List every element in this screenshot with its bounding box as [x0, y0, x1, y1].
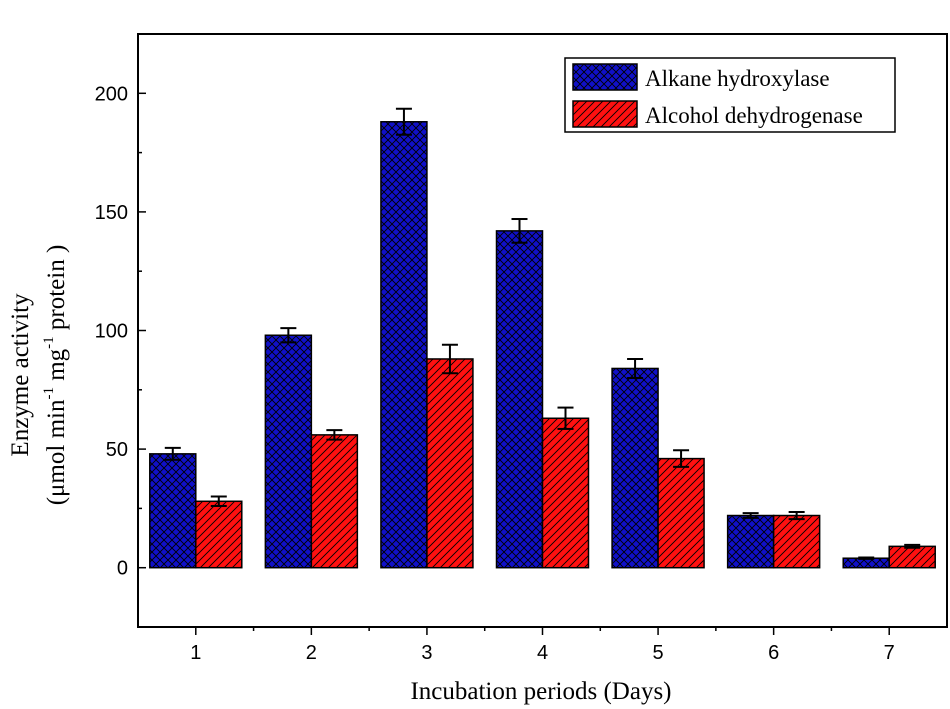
- y-tick-label: 150: [95, 202, 128, 224]
- bar-alkane-day-6: [726, 514, 775, 569]
- bar-alcohol-day-3: [426, 358, 474, 569]
- y-tick-label: 0: [117, 558, 128, 580]
- bar-alkane-day-3: [380, 121, 428, 569]
- x-tick-label-day-2: 2: [306, 642, 317, 664]
- plot-area: 0 50 100 150 200 1 2 3 4 5 6 7: [95, 33, 948, 664]
- legend-swatch-alcohol: [572, 100, 638, 128]
- y-axis-title-line1: Enzyme activity: [7, 293, 34, 457]
- legend-label-alcohol: Alcohol dehydrogenase: [645, 103, 863, 128]
- x-tick-label-day-7: 7: [884, 642, 895, 664]
- bar-alkane-day-5: [611, 367, 659, 569]
- bar-alcohol-day-7: [888, 545, 936, 569]
- x-axis-title: Incubation periods (Days): [410, 678, 671, 705]
- bar-alkane-day-1: [149, 453, 197, 569]
- legend: Alkane hydroxylase Alcohol dehydrogenase: [564, 57, 896, 133]
- y-unit-sup2: -1: [41, 336, 57, 349]
- bar-alcohol-day-4: [541, 417, 590, 569]
- x-tick-label-day-6: 6: [768, 642, 779, 664]
- bar-alcohol-day-5: [657, 457, 705, 569]
- y-axis-title-line2: (μmol min-1 mg-1 protein ): [41, 245, 70, 506]
- bar-alcohol-day-2: [310, 434, 359, 569]
- bar-alkane-day-2: [264, 334, 313, 569]
- y-unit-part1: (μmol min: [43, 399, 70, 505]
- y-tick-label: 100: [95, 321, 128, 343]
- y-unit-part3: protein ): [43, 245, 70, 337]
- legend-label-alkane: Alkane hydroxylase: [645, 66, 830, 91]
- y-tick-label: 50: [106, 439, 128, 461]
- y-unit-sup1: -1: [41, 387, 57, 400]
- x-tick-label-day-3: 3: [421, 642, 432, 664]
- x-tick-label-day-4: 4: [537, 642, 548, 664]
- bar-alkane-day-4: [495, 230, 544, 569]
- x-tick-label-day-5: 5: [653, 642, 664, 664]
- bar-alcohol-day-1: [195, 500, 243, 569]
- x-tick-label-day-1: 1: [190, 642, 201, 664]
- y-tick-label: 200: [95, 83, 128, 105]
- y-unit-part2: mg: [43, 348, 70, 387]
- legend-swatch-alkane: [572, 63, 638, 91]
- bar-alcohol-day-6: [772, 514, 821, 569]
